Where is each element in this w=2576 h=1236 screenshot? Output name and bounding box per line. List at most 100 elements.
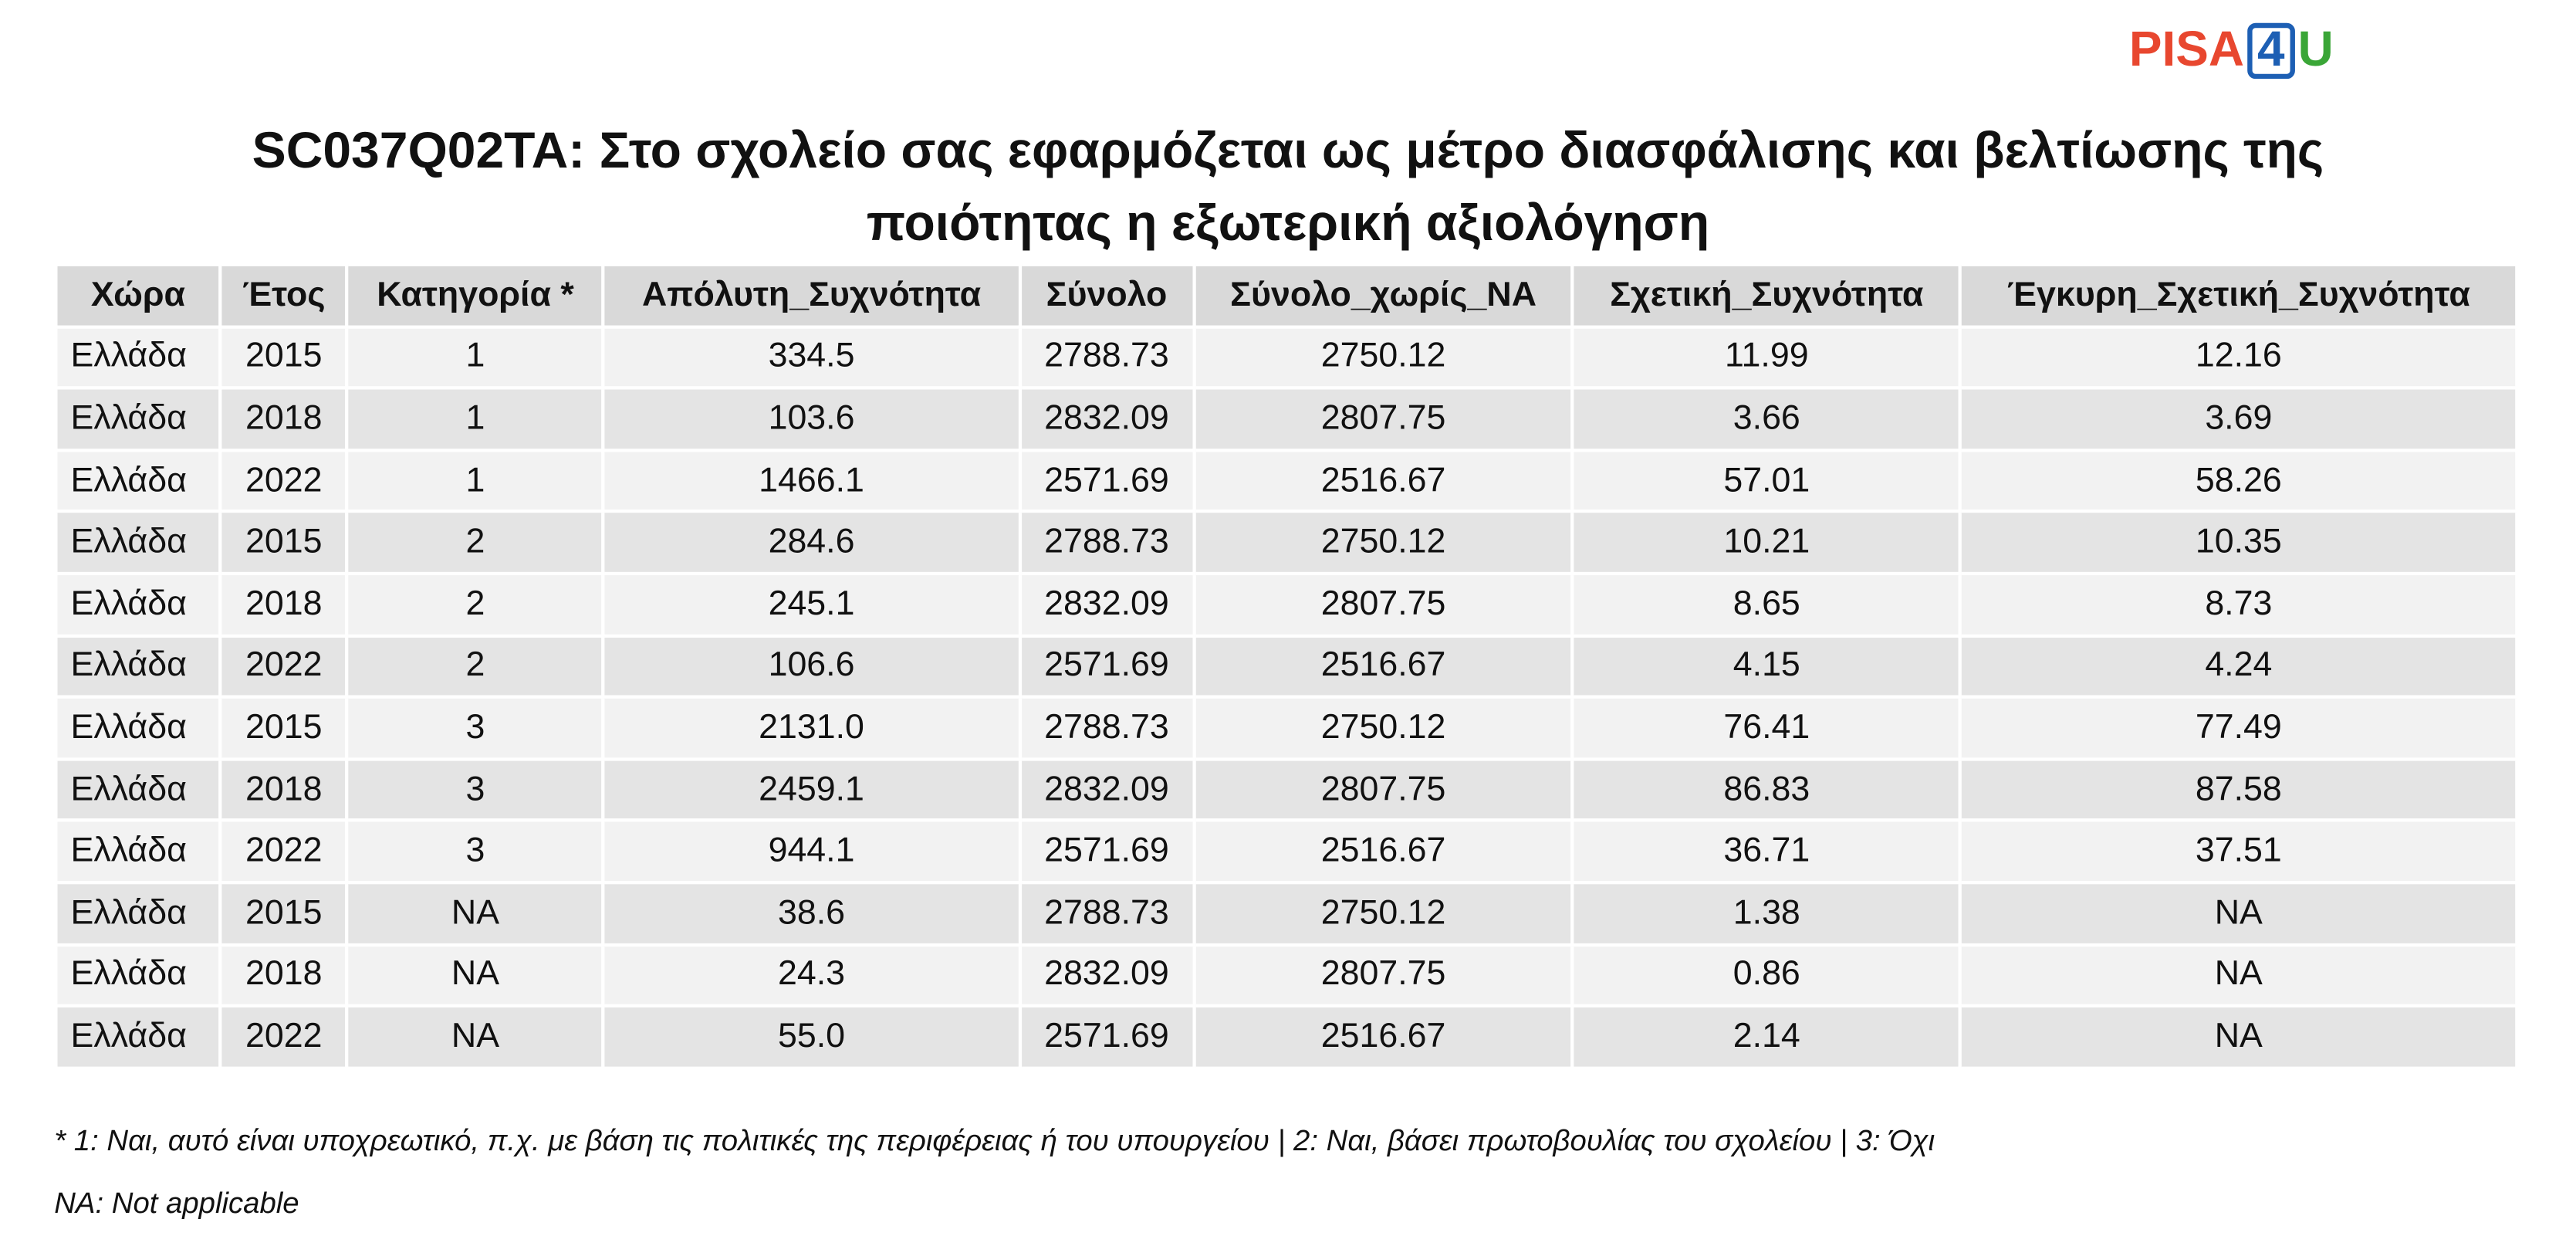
table-cell: 2022 bbox=[218, 448, 350, 513]
table-cell: Ελλάδα bbox=[54, 942, 222, 1008]
table-cell: 2807.75 bbox=[1192, 942, 1575, 1008]
column-header: Χώρα bbox=[54, 262, 222, 328]
table-cell: 2018 bbox=[218, 942, 350, 1008]
table-cell: 245.1 bbox=[601, 571, 1022, 638]
table-row: Ελλάδα 2022 2 106.6 2571.69 2516.67 4.15 4.24 bbox=[54, 633, 2519, 699]
table-cell: 284.6 bbox=[601, 510, 1022, 575]
table-cell: 36.71 bbox=[1571, 818, 1962, 885]
table-cell: 2750.12 bbox=[1192, 695, 1575, 761]
table-cell: 10.21 bbox=[1571, 510, 1962, 575]
table-cell: Ελλάδα bbox=[54, 571, 222, 638]
table-cell: 3 bbox=[345, 695, 606, 761]
table-row: Ελλάδα 2015 1 334.5 2788.73 2750.12 11.99 12.16 bbox=[54, 324, 2519, 390]
table-cell: 2788.73 bbox=[1017, 695, 1196, 761]
table-cell: Ελλάδα bbox=[54, 633, 222, 699]
table-cell: 12.16 bbox=[1959, 324, 2519, 390]
table-cell: 77.49 bbox=[1959, 695, 2519, 761]
table-cell: Ελλάδα bbox=[54, 818, 222, 885]
column-header: Σύνολο_χωρίς_NA bbox=[1192, 262, 1575, 328]
table-cell: Ελλάδα bbox=[54, 510, 222, 575]
table-row: Ελλάδα 2015 3 2131.0 2788.73 2750.12 76.41 77.4… bbox=[54, 695, 2519, 761]
table-cell: 1 bbox=[345, 386, 606, 452]
table-cell: NA bbox=[345, 880, 606, 946]
table-cell: NA bbox=[1959, 880, 2519, 946]
table-cell: 3 bbox=[345, 818, 606, 885]
logo: PISA 4 U bbox=[2129, 22, 2334, 80]
table-cell: 1 bbox=[345, 448, 606, 513]
table-cell: 2018 bbox=[218, 757, 350, 823]
table-cell: 87.58 bbox=[1959, 757, 2519, 823]
table-cell: NA bbox=[1959, 1004, 2519, 1070]
table-cell: 2022 bbox=[218, 633, 350, 699]
table-cell: 2022 bbox=[218, 1004, 350, 1070]
table-cell: 3 bbox=[345, 757, 606, 823]
table-cell: 2022 bbox=[218, 818, 350, 885]
table-cell: 76.41 bbox=[1571, 695, 1962, 761]
table-cell: 2807.75 bbox=[1192, 757, 1575, 823]
table-cell: 334.5 bbox=[601, 324, 1022, 390]
table-cell: NA bbox=[345, 1004, 606, 1070]
table-cell: 1.38 bbox=[1571, 880, 1962, 946]
table-cell: 2015 bbox=[218, 695, 350, 761]
table-cell: 2788.73 bbox=[1017, 880, 1196, 946]
table-cell: 2571.69 bbox=[1017, 633, 1196, 699]
table-cell: 3.66 bbox=[1571, 386, 1962, 452]
table-cell: 2516.67 bbox=[1192, 633, 1575, 699]
table-cell: 1 bbox=[345, 324, 606, 390]
footnote: NA: Not applicable bbox=[54, 1186, 299, 1220]
table-cell: 2516.67 bbox=[1192, 448, 1575, 513]
table-cell: 0.86 bbox=[1571, 942, 1962, 1008]
column-header: Σχετική_Συχνότητα bbox=[1571, 262, 1962, 328]
table-cell: 2018 bbox=[218, 571, 350, 638]
table-row: Ελλάδα 2018 NA 24.3 2832.09 2807.75 0.86 NA bbox=[54, 942, 2519, 1008]
table-cell: 2018 bbox=[218, 386, 350, 452]
table-cell: 11.99 bbox=[1571, 324, 1962, 390]
table-cell: 8.73 bbox=[1959, 571, 2519, 638]
table-cell: 2516.67 bbox=[1192, 818, 1575, 885]
column-header: Απόλυτη_Συχνότητα bbox=[601, 262, 1022, 328]
table-cell: 55.0 bbox=[601, 1004, 1022, 1070]
table-cell: Ελλάδα bbox=[54, 448, 222, 513]
table-cell: 2832.09 bbox=[1017, 571, 1196, 638]
table-cell: 2 bbox=[345, 633, 606, 699]
table-cell: 2832.09 bbox=[1017, 386, 1196, 452]
table-cell: 2 bbox=[345, 510, 606, 575]
header-row: Χώρα Έτος Κατηγορία * Απόλυτη_Συχνότητα Σύνο… bbox=[54, 262, 2519, 328]
table-row: Ελλάδα 2018 3 2459.1 2832.09 2807.75 86.83 87.5… bbox=[54, 757, 2519, 823]
table-cell: Ελλάδα bbox=[54, 880, 222, 946]
table-cell: 2807.75 bbox=[1192, 571, 1575, 638]
column-header: Έτος bbox=[218, 262, 350, 328]
table-cell: 4.24 bbox=[1959, 633, 2519, 699]
table-cell: 103.6 bbox=[601, 386, 1022, 452]
table-cell: NA bbox=[1959, 942, 2519, 1008]
table-cell: 2571.69 bbox=[1017, 448, 1196, 513]
table-cell: 2750.12 bbox=[1192, 324, 1575, 390]
table-cell: 2015 bbox=[218, 880, 350, 946]
table-cell: 2 bbox=[345, 571, 606, 638]
table-cell: 2459.1 bbox=[601, 757, 1022, 823]
table-row: Ελλάδα 2015 NA 38.6 2788.73 2750.12 1.38 NA bbox=[54, 880, 2519, 946]
table-cell: 2015 bbox=[218, 324, 350, 390]
table-row: Ελλάδα 2022 3 944.1 2571.69 2516.67 36.71 37.51 bbox=[54, 818, 2519, 885]
table-cell: 2807.75 bbox=[1192, 386, 1575, 452]
logo-text: 4 bbox=[2247, 22, 2295, 80]
logo-text: U bbox=[2297, 22, 2334, 78]
table-cell: 2571.69 bbox=[1017, 818, 1196, 885]
table-cell: 2832.09 bbox=[1017, 942, 1196, 1008]
table-cell: 2571.69 bbox=[1017, 1004, 1196, 1070]
table-cell: 2015 bbox=[218, 510, 350, 575]
table-cell: 2131.0 bbox=[601, 695, 1022, 761]
table-cell: 2750.12 bbox=[1192, 880, 1575, 946]
table-cell: 57.01 bbox=[1571, 448, 1962, 513]
table-cell: Ελλάδα bbox=[54, 757, 222, 823]
footnote: * 1: Ναι, αυτό είναι υποχρεωτικό, π.χ. μ… bbox=[54, 1124, 1935, 1157]
table-cell: 2516.67 bbox=[1192, 1004, 1575, 1070]
column-header: Κατηγορία * bbox=[345, 262, 606, 328]
table-cell: NA bbox=[345, 942, 606, 1008]
table-row: Ελλάδα 2022 NA 55.0 2571.69 2516.67 2.14 NA bbox=[54, 1004, 2519, 1070]
column-header: Σύνολο bbox=[1017, 262, 1196, 328]
table-cell: 2750.12 bbox=[1192, 510, 1575, 575]
table-cell: 2.14 bbox=[1571, 1004, 1962, 1070]
